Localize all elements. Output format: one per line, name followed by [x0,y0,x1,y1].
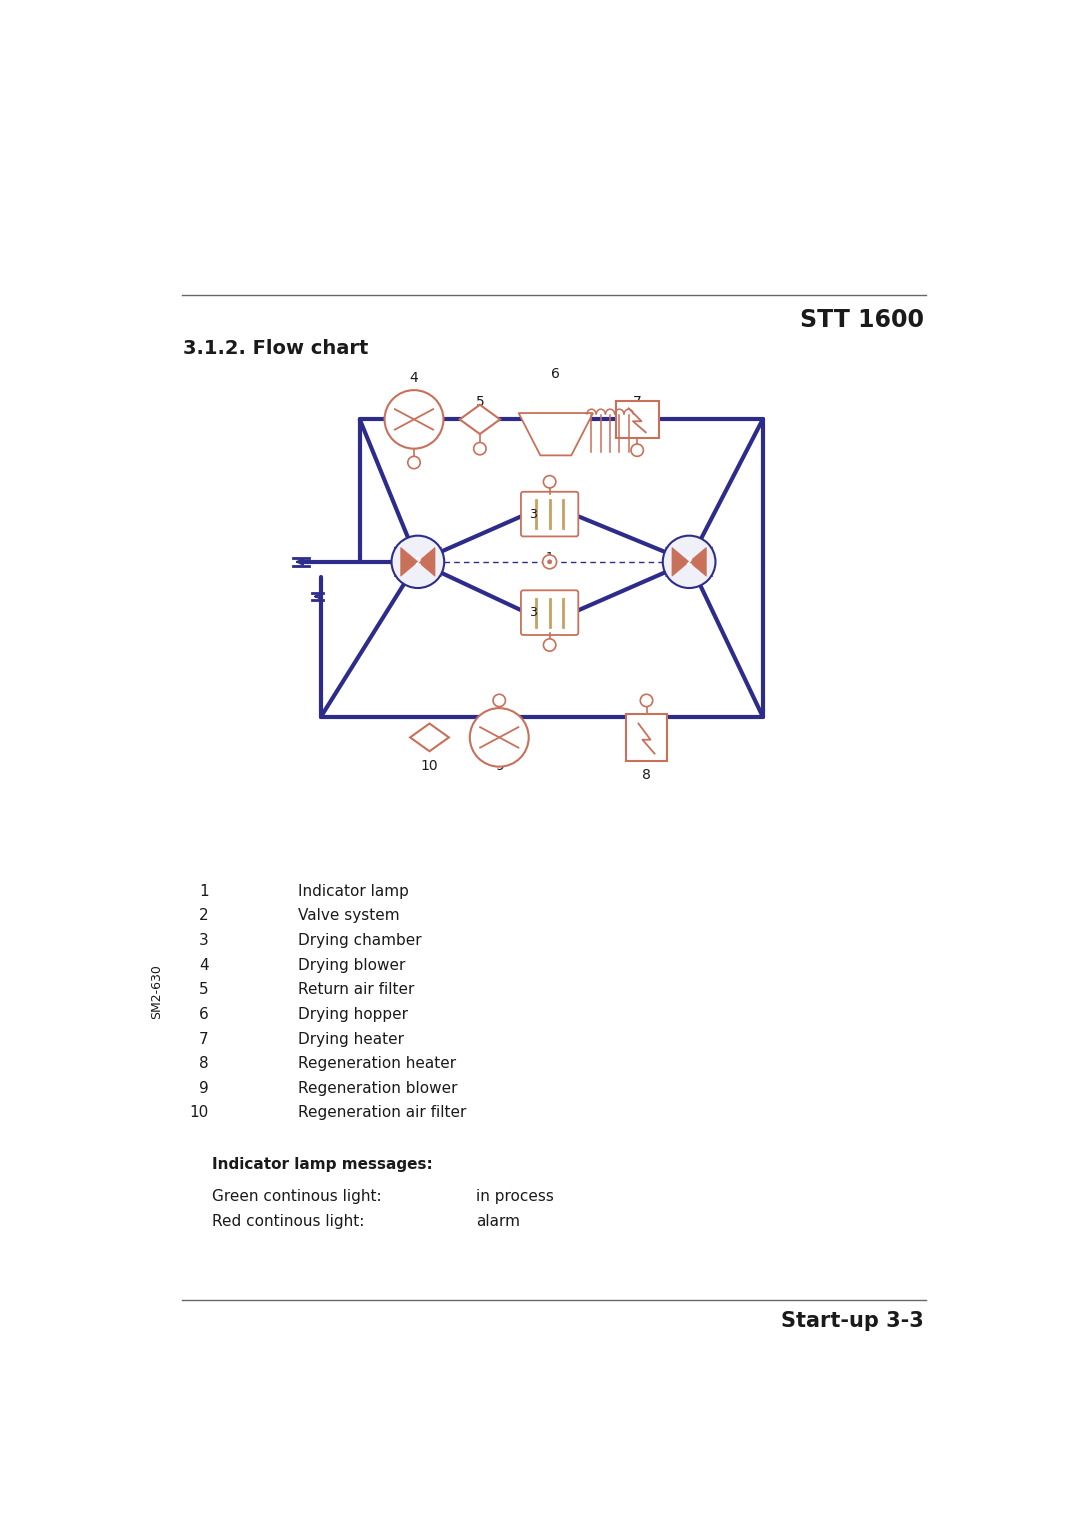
Text: 10: 10 [421,759,438,773]
Text: Indicator lamp: Indicator lamp [298,883,408,898]
Circle shape [470,708,529,767]
Text: Regeneration heater: Regeneration heater [298,1057,456,1071]
Text: Drying chamber: Drying chamber [298,933,421,949]
Circle shape [543,639,556,651]
Circle shape [548,560,552,564]
Text: Regeneration air filter: Regeneration air filter [298,1106,467,1121]
Text: 3: 3 [199,933,208,949]
Circle shape [494,694,505,706]
Text: 6: 6 [199,1006,208,1022]
Text: SM2-630: SM2-630 [150,964,163,1019]
Text: 7: 7 [199,1031,208,1046]
Bar [626,714,666,761]
Text: 5: 5 [199,982,208,997]
Text: 6: 6 [552,368,561,381]
Circle shape [631,444,644,456]
Polygon shape [689,547,706,576]
Polygon shape [410,723,449,752]
Circle shape [542,555,556,569]
Circle shape [474,442,486,454]
Text: 8: 8 [199,1057,208,1071]
Text: Regeneration blower: Regeneration blower [298,1081,457,1096]
Polygon shape [460,404,500,435]
Text: 2: 2 [199,909,208,923]
Text: Drying blower: Drying blower [298,958,405,973]
Text: Return air filter: Return air filter [298,982,414,997]
Text: 1: 1 [199,883,208,898]
Text: 8: 8 [643,769,651,782]
Circle shape [408,456,420,468]
Text: Red continous light:: Red continous light: [213,1214,365,1229]
Text: 2: 2 [686,557,692,567]
Text: in process: in process [476,1190,554,1205]
Text: 5: 5 [475,395,484,409]
Polygon shape [672,547,689,576]
Text: 1: 1 [545,551,554,564]
Text: Start-up 3-3: Start-up 3-3 [781,1312,924,1331]
Text: 3.1.2. Flow chart: 3.1.2. Flow chart [183,339,368,358]
Text: 10: 10 [189,1106,208,1121]
Text: Indicator lamp messages:: Indicator lamp messages: [213,1157,433,1173]
Polygon shape [401,547,418,576]
Polygon shape [518,413,593,456]
Circle shape [640,694,652,706]
FancyBboxPatch shape [521,590,578,634]
FancyBboxPatch shape [521,491,578,537]
Text: 2: 2 [415,557,421,567]
Text: 3: 3 [528,605,537,619]
Polygon shape [418,547,435,576]
Text: STT 1600: STT 1600 [800,308,924,332]
Text: 3: 3 [528,508,537,520]
Circle shape [392,535,444,589]
Circle shape [384,390,444,448]
Text: Drying hopper: Drying hopper [298,1006,408,1022]
Text: Green continous light:: Green continous light: [213,1190,382,1205]
Text: 7: 7 [633,395,642,409]
Text: 4: 4 [409,371,418,384]
Text: 4: 4 [199,958,208,973]
Text: 9: 9 [495,759,503,773]
Circle shape [543,476,556,488]
Text: Valve system: Valve system [298,909,400,923]
Text: Drying heater: Drying heater [298,1031,404,1046]
Text: 9: 9 [199,1081,208,1096]
Bar [616,401,659,438]
Text: alarm: alarm [476,1214,519,1229]
Circle shape [663,535,715,589]
